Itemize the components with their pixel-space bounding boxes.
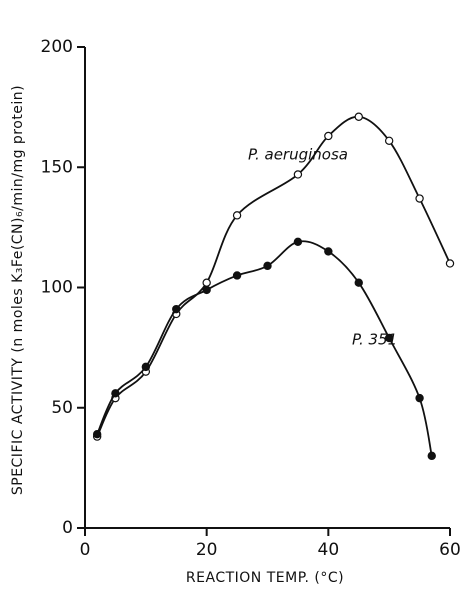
data-point xyxy=(263,261,272,271)
y-axis-label: SPECIFIC ACTIVITY (n moles K₃Fe(CN)₆/min… xyxy=(10,85,26,495)
x-tick-label: 20 xyxy=(196,540,218,560)
series-line xyxy=(96,240,433,457)
data-point xyxy=(324,131,333,141)
y-tick-label: 50 xyxy=(51,398,73,418)
data-point xyxy=(415,194,424,203)
x-tick-label: 40 xyxy=(318,540,340,560)
x-tick-label: 60 xyxy=(439,540,461,560)
data-point xyxy=(172,304,181,314)
data-point xyxy=(202,285,211,295)
data-point xyxy=(293,170,303,179)
data-point xyxy=(202,278,211,287)
x-tick-label: 0 xyxy=(80,540,91,560)
data-point xyxy=(232,211,242,220)
y-tick-label: 200 xyxy=(41,37,73,57)
y-tick-label: 0 xyxy=(62,518,73,538)
data-point xyxy=(354,112,363,121)
data-point xyxy=(415,393,424,403)
data-point xyxy=(92,430,102,439)
data-point xyxy=(141,362,151,372)
y-tick-label: 100 xyxy=(41,278,73,298)
data-point xyxy=(324,247,333,256)
data-point xyxy=(111,389,120,398)
data-point xyxy=(427,451,436,461)
y-tick-label: 150 xyxy=(41,157,73,177)
data-point xyxy=(384,136,394,145)
series-line xyxy=(96,115,451,437)
series-label: P. 351 xyxy=(352,331,397,349)
data-point xyxy=(384,333,394,343)
series-label: P. aeruginosa xyxy=(248,146,348,164)
data-point xyxy=(232,271,242,280)
data-point xyxy=(293,237,303,247)
x-axis-label: REACTION TEMP. (°C) xyxy=(186,570,344,586)
data-point xyxy=(354,278,363,287)
data-point xyxy=(445,259,455,268)
